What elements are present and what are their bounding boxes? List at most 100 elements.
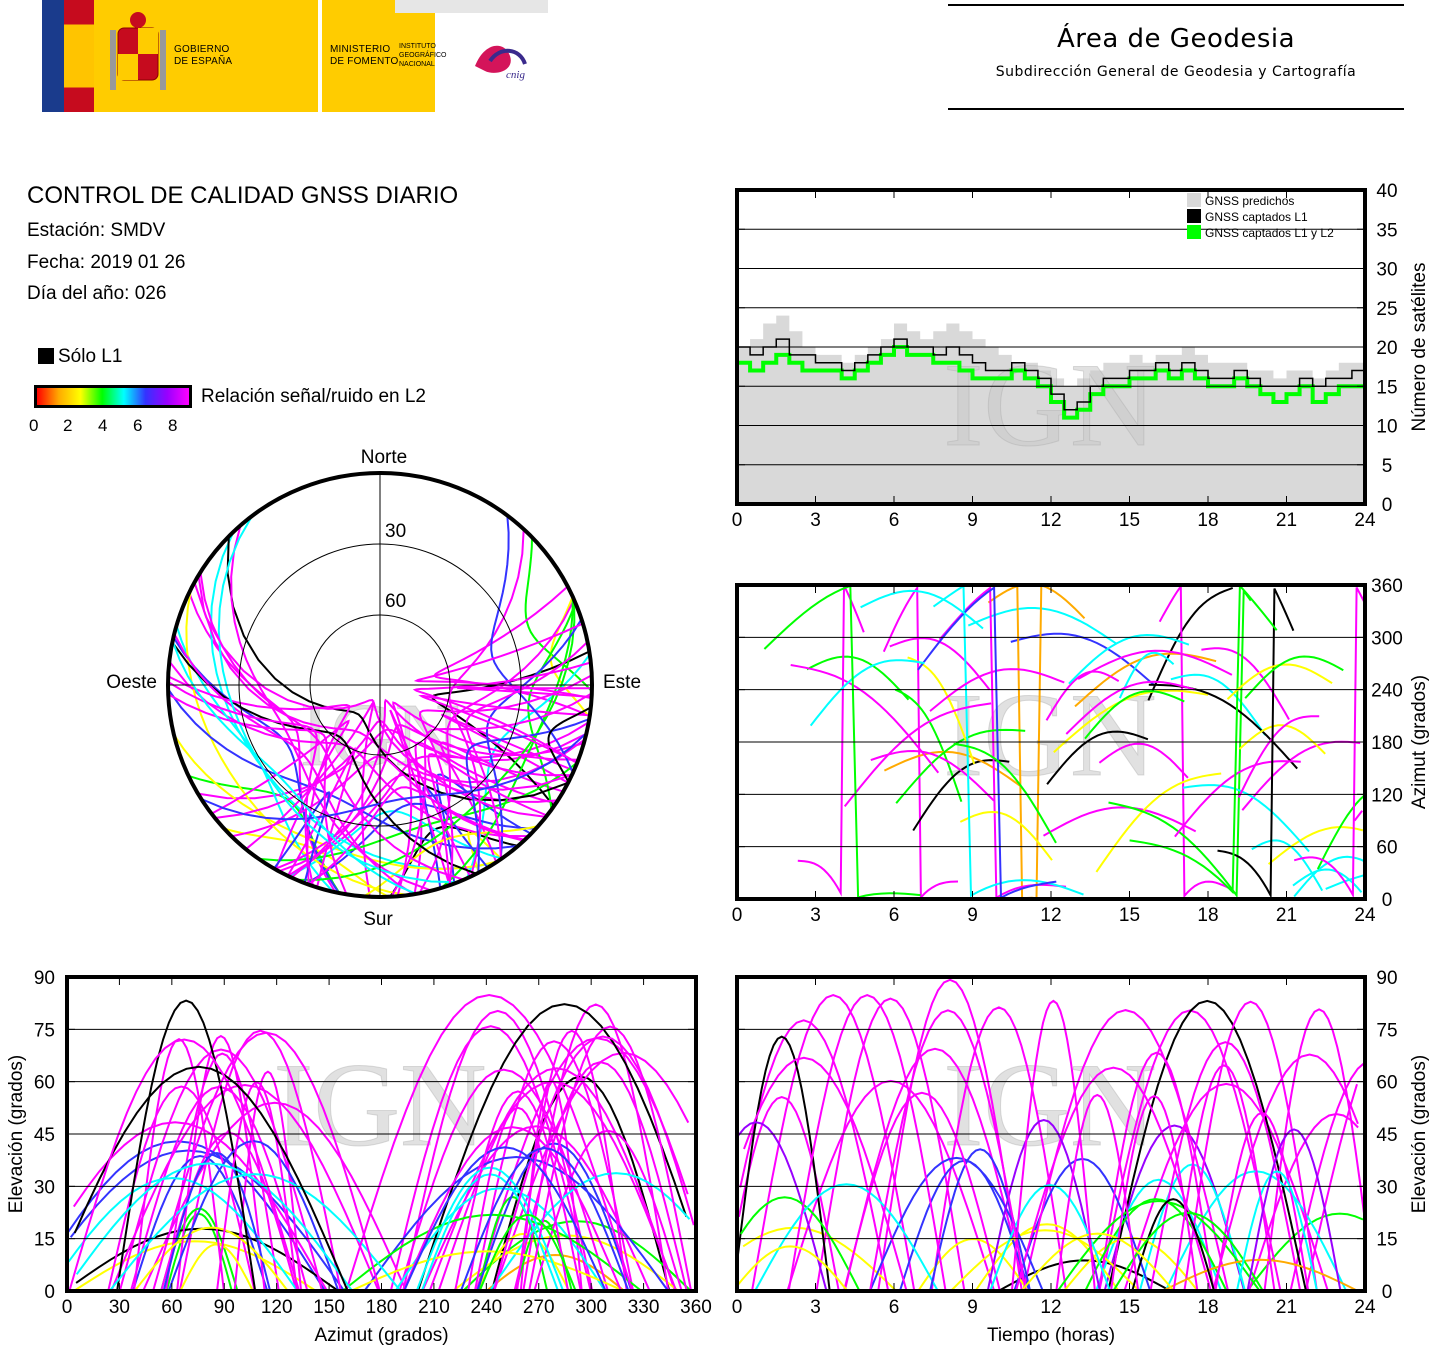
elevation-azimuth-track	[459, 1147, 630, 1292]
cnig-text: cnig	[506, 69, 525, 81]
x-tick-label: 270	[523, 1297, 555, 1318]
y-tick-label: 0	[1382, 1282, 1393, 1303]
y-tick-label: 15	[1376, 377, 1397, 398]
elevation-time-track	[815, 997, 966, 1292]
legend-label: GNSS predichos	[1205, 194, 1294, 208]
skyplot-track	[230, 525, 432, 892]
elevation-azimuth-track	[415, 1166, 565, 1292]
x-tick-label: 6	[889, 1297, 900, 1318]
x-tick-label: 9	[967, 905, 978, 926]
skyplot-track	[167, 681, 318, 887]
elevation-time-track	[1107, 999, 1307, 1292]
elevation-time-track	[1095, 1178, 1223, 1292]
elevation-time-track	[1149, 1041, 1302, 1292]
snr-tick: 0	[29, 416, 39, 435]
skyplot-track	[412, 661, 592, 764]
elevation-azimuth-track	[72, 1121, 328, 1292]
x-tick-label: 150	[313, 1297, 345, 1318]
y-tick-label: 0	[1382, 890, 1393, 911]
top-rule	[948, 4, 1404, 6]
y-tick-label: 120	[1371, 785, 1403, 806]
north-label: Norte	[361, 447, 407, 468]
x-axis-label: Tiempo (horas)	[987, 1325, 1115, 1346]
x-tick-label: 300	[575, 1297, 607, 1318]
satellites-plot-area: IGN 0 5 10 15 20 25 30 35 40 0 3 6 9 12 15 18 21 24 Número …	[732, 181, 1430, 531]
y-tick-label: 60	[34, 1073, 55, 1094]
ign-bar	[395, 0, 548, 13]
elevation-azimuth-track	[478, 1213, 577, 1292]
gobierno-line2: DE ESPAÑA	[174, 56, 233, 67]
x-tick-label: 0	[62, 1297, 73, 1318]
legend-swatch	[1187, 209, 1201, 223]
azimuth-track	[860, 589, 984, 630]
skyplot-track	[440, 713, 575, 784]
elevation-azimuth-track	[485, 1253, 626, 1292]
elevation-azimuth-track	[68, 1038, 301, 1292]
elevation-azimuth-track	[75, 1162, 354, 1292]
government-logo-block: GOBIERNO DE ESPAÑA MINISTERIO DE FOMENTO…	[42, 0, 548, 112]
azimuth-track	[1353, 810, 1363, 822]
elevation-azimuth-track	[473, 1040, 635, 1292]
elevation-time-track	[1055, 1093, 1140, 1292]
plot-frame	[735, 583, 1367, 901]
y-axis-label: Elevación (grados)	[1409, 1055, 1430, 1213]
azimuth-track	[1182, 784, 1310, 853]
azimuth-track	[895, 728, 1026, 804]
azimuth-track	[1118, 651, 1175, 699]
elevation-time-track	[1183, 1000, 1318, 1292]
elevation-azimuth-track	[345, 993, 634, 1292]
azimuth-track	[1043, 806, 1197, 837]
series-l1	[737, 338, 1366, 411]
azimuth-track	[929, 668, 1065, 712]
only-l1-swatch	[38, 348, 54, 364]
elevation-azimuth-track	[516, 1029, 628, 1292]
y-axis-label: Número de satélites	[1409, 263, 1430, 432]
x-tick-label: 12	[1040, 510, 1061, 531]
elevation-time-track	[1289, 1062, 1366, 1292]
elevation-azimuth-track	[75, 1227, 339, 1292]
elevation-time-track	[986, 1118, 1101, 1292]
skyplot-track	[465, 718, 590, 873]
x-tick-label: 12	[1040, 905, 1061, 926]
legend-label: GNSS captados L1	[1205, 210, 1308, 224]
elevation-azimuth-track	[476, 1142, 633, 1292]
azimuth-track	[1293, 587, 1365, 899]
snr-tick: 6	[133, 416, 143, 435]
x-tick-label: 0	[732, 905, 743, 926]
y-tick-label: 30	[34, 1177, 55, 1198]
y-tick-label: 40	[1376, 181, 1397, 202]
elevation-azimuth-track	[110, 1083, 380, 1292]
area-title: Área de Geodesia	[1056, 24, 1296, 54]
skyplot-track	[465, 641, 589, 860]
azimuth-track	[1046, 730, 1149, 785]
y-tick-label: 45	[1376, 1125, 1397, 1146]
elevation-time-track	[1084, 1198, 1228, 1292]
y-axis-label: Elevación (grados)	[6, 1055, 27, 1213]
station-label: Estación: SMDV	[27, 220, 166, 241]
x-tick-label: 0	[732, 1297, 743, 1318]
elevation-azimuth-track	[402, 1126, 623, 1292]
azimuth-track	[1068, 633, 1190, 685]
skyplot-track	[456, 686, 592, 698]
y-tick-label: 60	[1376, 1073, 1397, 1094]
azimuth-track	[917, 585, 1057, 900]
elevation-time-track	[877, 978, 1023, 1292]
skyplot-track	[390, 692, 593, 898]
ministerio-line1: MINISTERIO	[330, 44, 391, 55]
azimuth-track	[1074, 652, 1217, 708]
x-tick-label: 24	[1354, 510, 1376, 531]
x-tick-label: 9	[967, 1297, 978, 1318]
skyplot-track	[547, 706, 592, 783]
skyplot-track	[440, 596, 574, 889]
azimuth-track	[1201, 647, 1290, 720]
skyplot-track	[171, 640, 417, 895]
ring-label-30: 30	[385, 521, 406, 542]
area-subtitle: Subdirección General de Geodesia y Carto…	[995, 64, 1357, 80]
elevation-azimuth-chart: IGN 0 15 30 45 60 75 90 0 30 60 90 120 150 180 210 240 27…	[6, 968, 712, 1346]
azimuth-track	[1129, 583, 1278, 895]
x-tick-label: 12	[1040, 1297, 1061, 1318]
eu-flag-strip	[42, 0, 64, 112]
x-tick-label: 360	[680, 1297, 712, 1318]
